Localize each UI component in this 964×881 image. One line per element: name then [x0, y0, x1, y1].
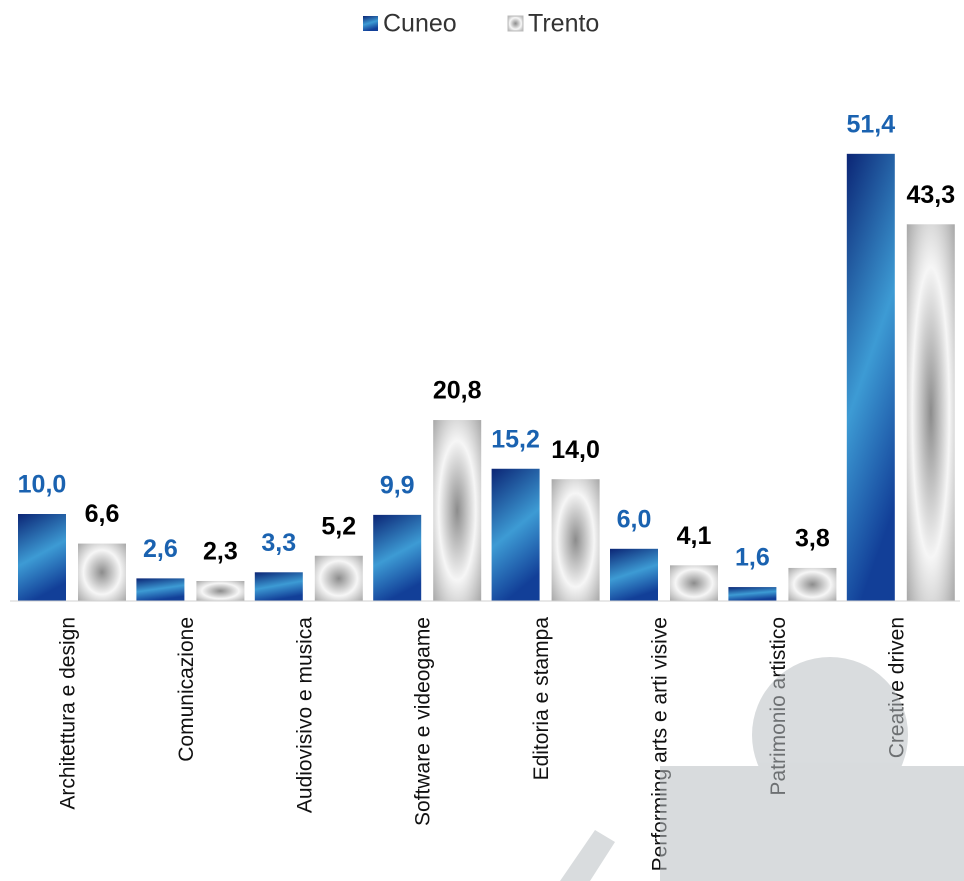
value-label: 4,1 [677, 522, 712, 550]
bar [728, 587, 776, 601]
value-label: 10,0 [18, 471, 67, 499]
bar [847, 154, 895, 601]
bar [552, 479, 600, 601]
bar [433, 420, 481, 601]
legend-label: Cuneo [383, 10, 457, 38]
value-label: 6,0 [617, 505, 652, 533]
bar [18, 514, 66, 601]
value-label: 51,4 [846, 110, 895, 138]
value-label: 6,6 [85, 500, 120, 528]
x-tick-label: Editoria e stampa [530, 617, 553, 781]
legend-swatch [508, 16, 523, 31]
chart: 10,0 6,6 Architettura e design 2,6 2,3 Comuni… [0, 0, 964, 881]
x-tick-label: Software e videogame [412, 617, 435, 826]
value-label: 43,3 [906, 181, 955, 209]
value-label: 3,8 [795, 525, 830, 553]
x-tick-label: Architettura e design [57, 617, 80, 810]
bar [788, 568, 836, 601]
value-label: 2,6 [143, 535, 178, 563]
bar [610, 549, 658, 601]
value-label: 14,0 [551, 436, 600, 464]
value-label: 2,3 [203, 538, 238, 566]
bar [670, 565, 718, 601]
bar [907, 224, 955, 601]
bar [136, 578, 184, 601]
page: {"chart_data": {"type": "bar", "categori… [0, 0, 964, 881]
x-tick-label: Audiovisivo e musica [293, 617, 316, 813]
bar [492, 469, 540, 601]
bar [196, 581, 244, 601]
value-label: 3,3 [261, 529, 296, 557]
legend-swatch [363, 16, 378, 31]
value-label: 5,2 [321, 512, 356, 540]
value-label: 9,9 [380, 471, 415, 499]
x-tick-label: Comunicazione [175, 617, 198, 762]
value-label: 20,8 [433, 377, 482, 405]
bar [78, 544, 126, 601]
legend-label: Trento [528, 10, 599, 38]
value-label: 15,2 [491, 425, 540, 453]
value-label: 1,6 [735, 544, 770, 572]
bar [255, 572, 303, 601]
bar [373, 515, 421, 601]
bar [315, 556, 363, 601]
